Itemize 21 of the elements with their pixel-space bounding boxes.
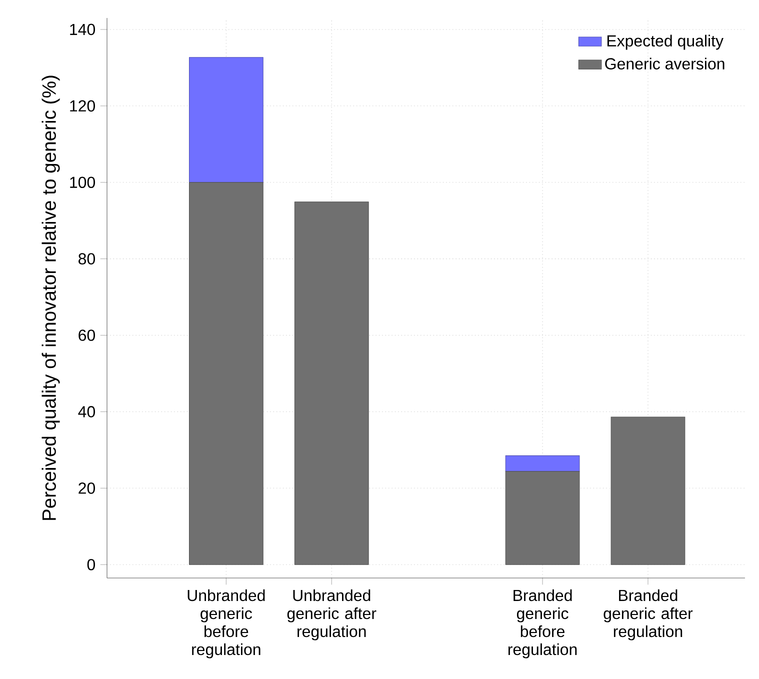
y-tick-label: 0 xyxy=(87,558,96,570)
y-tick-label: 40 xyxy=(78,406,96,418)
bar xyxy=(610,416,686,565)
bar xyxy=(294,202,369,565)
y-tick-label: 100 xyxy=(70,176,96,188)
bar xyxy=(505,471,580,565)
x-tick-label: Branded generic after regulation xyxy=(604,589,693,640)
x-tick-label: Unbranded generic after regulation xyxy=(287,589,376,640)
x-tick-label: Branded generic before regulation xyxy=(508,589,577,658)
y-tick-label: 20 xyxy=(78,482,96,494)
bar xyxy=(188,57,264,183)
bar xyxy=(505,455,580,472)
y-axis-title: Perceived quality of innovator relative to generic (%) xyxy=(42,76,60,520)
legend-label: Generic aversion xyxy=(605,58,724,70)
bar xyxy=(188,182,264,565)
legend-label: Expected quality xyxy=(607,34,724,50)
y-tick-label: 60 xyxy=(78,330,96,341)
y-tick-label: 80 xyxy=(78,253,96,264)
y-tick-label: 140 xyxy=(70,24,96,36)
y-tick-label: 120 xyxy=(70,100,96,112)
x-tick-label: Unbranded generic before regulation xyxy=(188,589,265,658)
